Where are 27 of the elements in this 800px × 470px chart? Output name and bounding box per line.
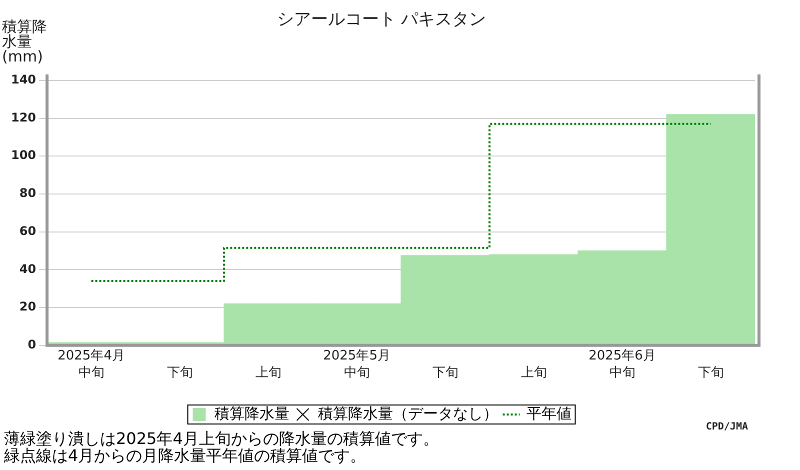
x-tick-label: 下旬 <box>432 366 458 381</box>
y-tick-label: 140 <box>10 72 36 87</box>
legend-label: 積算降水量 <box>214 404 290 422</box>
x-tick-label: 中旬 <box>609 366 636 381</box>
chart-title: シアールコート パキスタン <box>276 10 486 30</box>
x-tick-label: 上旬 <box>255 366 282 381</box>
legend-label: 積算降水量（データなし） <box>318 404 498 422</box>
y-axis-title: 積算降水量(mm) <box>2 17 47 66</box>
y-tick-label: 60 <box>19 224 36 238</box>
y-tick-label: 80 <box>19 186 36 200</box>
x-tick-label: 下旬 <box>166 366 193 381</box>
text: CPD/JMA <box>706 422 748 433</box>
y-tick-label: 100 <box>10 148 36 162</box>
text: 薄緑塗り潰しは2025年4月上旬からの降水量の積算値です。 <box>4 429 439 448</box>
y-tick-label: 0 <box>28 338 36 352</box>
x-tick-label: 中旬 <box>78 366 104 381</box>
text: 2025年4月 <box>58 348 125 364</box>
x-tick-label: 中旬 <box>344 366 370 381</box>
text: 2025年6月 <box>588 348 656 364</box>
legend-label: 平年値 <box>526 404 572 422</box>
x-tick-label: 上旬 <box>520 366 547 381</box>
text: 2025年5月 <box>323 348 390 364</box>
x-tick-label: 下旬 <box>698 366 724 381</box>
y-tick-label: 40 <box>19 262 36 276</box>
text: 緑点線は4月からの月降水量平年値の積算値です。 <box>3 446 366 466</box>
y-tick-label: 120 <box>10 110 36 124</box>
y-tick-label: 20 <box>19 300 36 314</box>
